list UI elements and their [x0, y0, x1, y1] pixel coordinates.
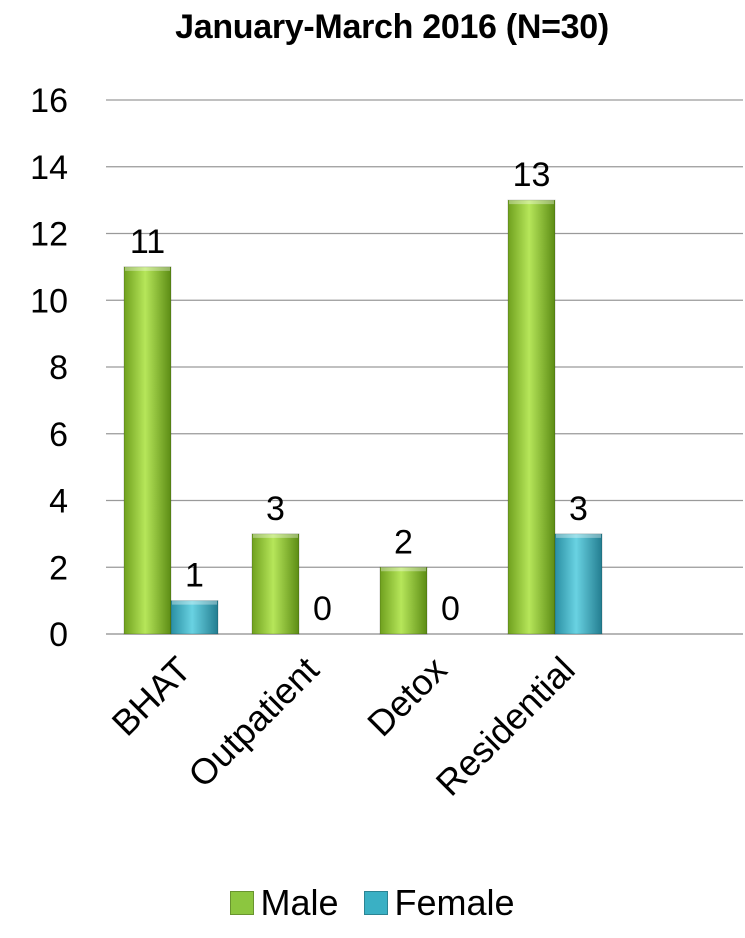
data-label-female-bhat: 1: [185, 557, 204, 595]
bar-female-bhat: [170, 600, 219, 635]
gridlines: [106, 99, 743, 635]
y-tick-label: 2: [49, 549, 68, 587]
x-tick-label-residential: Residential: [428, 649, 583, 804]
bar-highlight: [509, 200, 554, 205]
y-tick-label: 14: [30, 149, 68, 187]
data-label-female-residential: 3: [569, 490, 588, 528]
legend-label-female: Female: [394, 882, 515, 923]
legend-label-male: Male: [260, 882, 339, 923]
legend-item-male: Male: [230, 882, 338, 924]
bars: [123, 199, 603, 635]
legend-item-female: Female: [364, 882, 515, 924]
bar-male-residential: [507, 199, 556, 635]
data-label-male-detox: 2: [394, 523, 413, 561]
bar-male-detox: [379, 566, 428, 635]
data-label-male-residential: 13: [513, 156, 551, 194]
data-label-male-outpatient: 3: [266, 490, 285, 528]
bar-male-outpatient: [251, 533, 300, 635]
bar-highlight: [381, 567, 426, 572]
y-tick-label: 0: [49, 616, 68, 654]
data-label-male-bhat: 11: [130, 223, 165, 261]
bar-highlight: [556, 533, 601, 538]
y-tick-label: 4: [49, 483, 68, 521]
bar-highlight: [253, 533, 298, 538]
y-tick-label: 16: [30, 82, 68, 120]
x-tick-label-outpatient: Outpatient: [180, 649, 326, 795]
y-tick-label: 6: [49, 416, 68, 454]
y-tick-label: 10: [30, 282, 68, 320]
x-tick-label-detox: Detox: [359, 649, 454, 744]
data-label-female-detox: 0: [441, 590, 460, 628]
legend: Male Female: [0, 882, 745, 924]
y-tick-label: 12: [30, 216, 68, 254]
bar-female-residential: [554, 533, 603, 635]
x-tick-label-bhat: BHAT: [104, 649, 199, 744]
y-axis-ticks: 0 2 4 6 8 10 12 14 16: [30, 82, 68, 654]
legend-swatch-female: [364, 891, 389, 915]
chart-title: January-March 2016 (N=30): [175, 8, 609, 46]
legend-swatch-male: [230, 891, 255, 915]
y-tick-label: 8: [49, 349, 68, 387]
bar-highlight: [172, 600, 217, 605]
bar-highlight: [125, 266, 170, 271]
data-label-female-outpatient: 0: [313, 590, 332, 628]
bar-male-bhat: [123, 266, 172, 635]
